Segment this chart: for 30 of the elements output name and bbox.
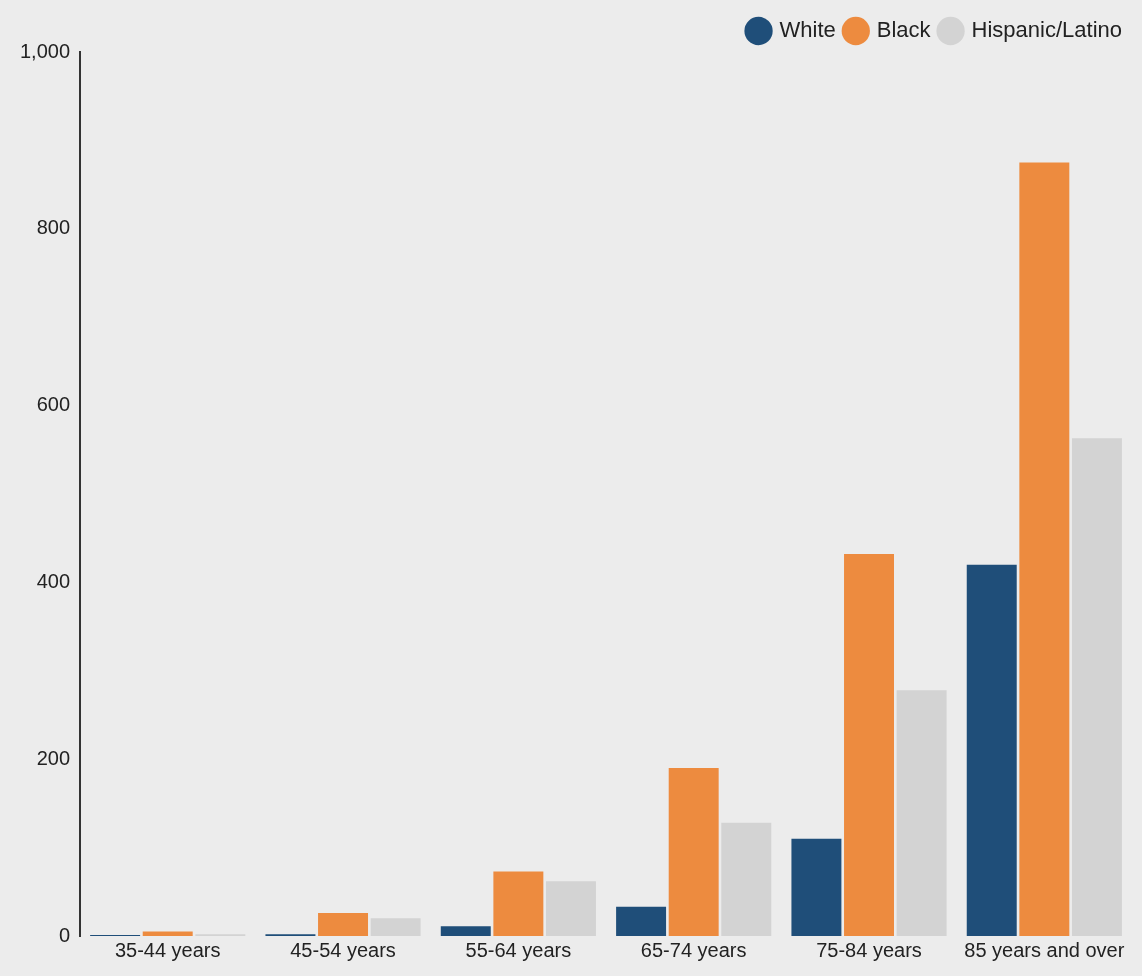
bar [966, 564, 1017, 936]
bar [721, 822, 772, 936]
bar [142, 931, 193, 936]
bar [1071, 438, 1122, 936]
bar [616, 906, 667, 936]
y-tick-label: 600 [36, 393, 71, 416]
x-tick-label: 65-74 years [640, 938, 747, 961]
bar [318, 913, 369, 936]
x-tick-label: 45-54 years [290, 938, 396, 961]
bar [844, 554, 894, 936]
legend-label: White [779, 17, 836, 43]
bar [370, 918, 421, 936]
bar [545, 881, 596, 936]
x-tick-label: 55-64 years [465, 938, 572, 961]
bar [440, 926, 491, 936]
bar [493, 871, 544, 936]
x-tick-label: 85 years and over [964, 938, 1125, 961]
bar [791, 838, 842, 936]
x-tick-label: 35-44 years [114, 938, 221, 961]
bar [668, 768, 719, 936]
x-tick-label: 75-84 years [816, 938, 922, 961]
bar [1019, 162, 1070, 936]
y-tick-label: 200 [36, 746, 71, 769]
legend-label: Hispanic/Latino [971, 17, 1123, 43]
y-tick-label: 800 [36, 216, 71, 239]
y-tick-label: 0 [58, 923, 71, 946]
bar [896, 690, 947, 936]
legend-label: Black [876, 17, 932, 43]
y-tick-label: 1,000 [19, 39, 71, 62]
y-tick-label: 400 [36, 569, 71, 592]
